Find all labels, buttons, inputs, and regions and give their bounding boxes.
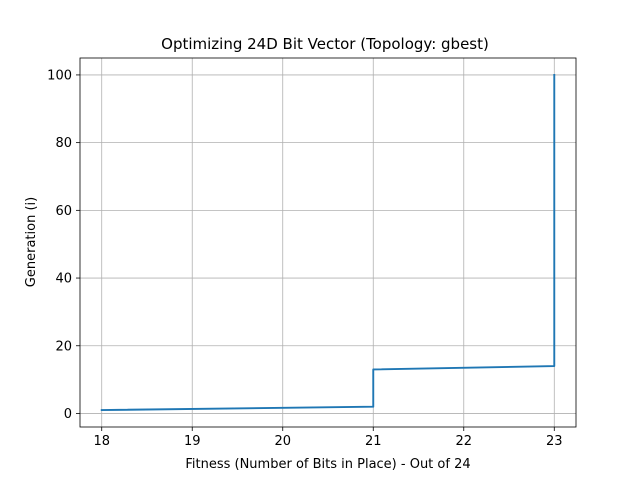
grid <box>80 58 576 427</box>
series-layer <box>100 73 556 412</box>
plot-frame <box>79 57 577 428</box>
x-tick-label: 23 <box>546 434 563 449</box>
y-tick-label: 80 <box>55 136 72 151</box>
y-tick-label: 100 <box>47 68 72 83</box>
x-tick-label: 22 <box>455 434 472 449</box>
x-tick-label: 20 <box>274 434 291 449</box>
series-line <box>100 73 556 412</box>
y-tick-label: 20 <box>55 339 72 354</box>
x-tick-label: 21 <box>365 434 382 449</box>
x-axis-label: Fitness (Number of Bits in Place) - Out … <box>185 457 470 472</box>
chart-title: Optimizing 24D Bit Vector (Topology: gbe… <box>161 35 489 53</box>
y-tick-label: 40 <box>55 272 72 287</box>
ticks: 18 19 20 21 22 23 0 20 40 60 80 100 <box>47 68 562 449</box>
x-tick-label: 18 <box>93 434 110 449</box>
y-tick-label: 60 <box>55 204 72 219</box>
x-tick-label: 19 <box>184 434 201 449</box>
y-tick-label: 0 <box>64 407 72 422</box>
y-axis-label: Generation (i) <box>24 197 39 287</box>
